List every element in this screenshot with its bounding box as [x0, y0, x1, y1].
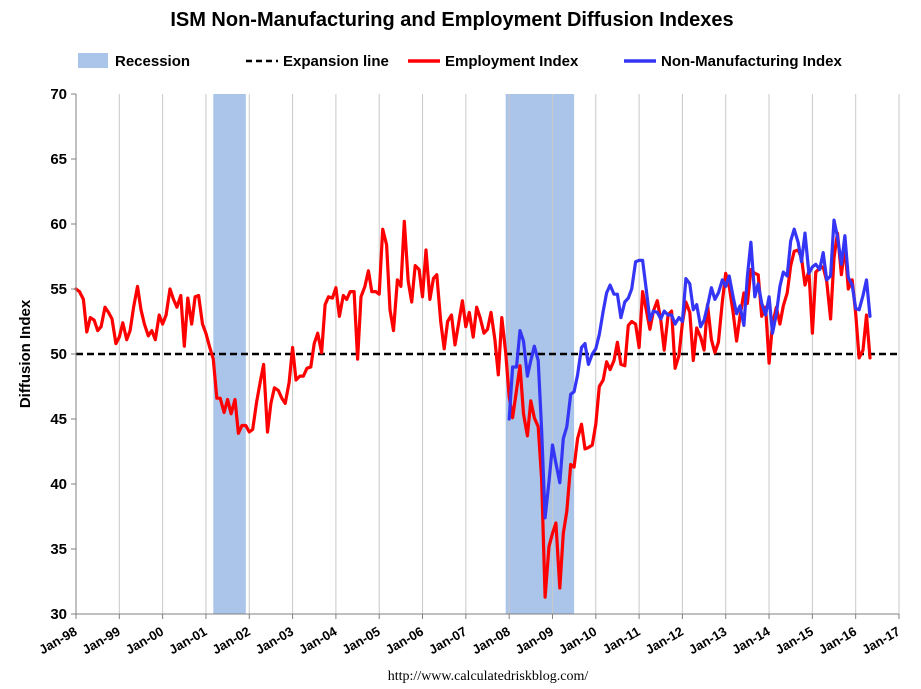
y-tick-label: 70: [50, 86, 67, 103]
recession-band: [213, 94, 246, 614]
x-tick-label: Jan-08: [469, 624, 512, 658]
y-tick-label: 35: [50, 541, 67, 558]
x-tick-label: Jan-01: [166, 624, 209, 658]
x-tick-label: Jan-99: [80, 624, 123, 658]
y-tick-label: 55: [50, 281, 67, 298]
legend-label: Recession: [115, 53, 190, 70]
non-manufacturing-index-line: [507, 218, 872, 520]
x-tick-label: Jan-00: [123, 624, 166, 658]
series-lines: [74, 218, 872, 599]
chart-title: ISM Non-Manufacturing and Employment Dif…: [170, 9, 733, 31]
y-tick-label: 60: [50, 216, 67, 233]
y-tick-label: 65: [50, 151, 67, 168]
x-tick-label: Jan-11: [600, 624, 643, 657]
x-tick-label: Jan-02: [210, 624, 253, 658]
x-tick-label: Jan-07: [426, 624, 469, 658]
y-tick-label: 30: [50, 606, 67, 623]
legend: Recession Expansion line Employment Index N…: [78, 53, 842, 70]
y-axis-label: Diffusion Index: [17, 299, 34, 408]
employment-index-line: [74, 219, 872, 599]
source-url: http://www.calculatedriskblog.com/: [388, 669, 589, 684]
x-tick-label: Jan-14: [729, 623, 773, 657]
legend-label: Non-Manufacturing Index: [661, 53, 842, 70]
legend-swatch-recession: [78, 53, 108, 68]
x-tick-label: Jan-16: [816, 624, 859, 658]
x-tick-label: Jan-12: [643, 624, 686, 658]
x-tick-label: Jan-04: [296, 623, 340, 657]
x-axis-ticks: Jan-98 Jan-99 Jan-00 Jan-01 Jan-02 Jan-03 Jan-…: [36, 614, 903, 658]
legend-label: Employment Index: [445, 53, 579, 70]
x-tick-label: Jan-98: [36, 624, 79, 658]
legend-label: Expansion line: [283, 53, 389, 70]
x-tick-label: Jan-10: [556, 624, 599, 658]
y-axis-ticks: 30 35 40 45 50 55 60 65 70: [50, 86, 76, 623]
y-tick-label: 45: [50, 411, 67, 428]
y-tick-label: 50: [50, 346, 67, 363]
x-tick-label: Jan-09: [513, 624, 556, 658]
x-tick-label: Jan-15: [773, 624, 816, 658]
y-tick-label: 40: [50, 476, 67, 493]
x-tick-label: Jan-05: [340, 624, 383, 658]
x-tick-label: Jan-17: [859, 624, 902, 658]
x-tick-label: Jan-03: [253, 624, 296, 658]
x-tick-label: Jan-13: [686, 624, 729, 658]
x-tick-label: Jan-06: [383, 624, 426, 658]
